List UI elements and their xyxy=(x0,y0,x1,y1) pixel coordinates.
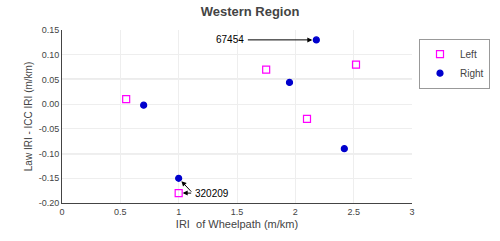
svg-text:Law IRI - ICC IRI (m/km): Law IRI - ICC IRI (m/km) xyxy=(23,62,34,171)
svg-text:3: 3 xyxy=(409,207,414,217)
svg-text:0.5: 0.5 xyxy=(114,207,127,217)
svg-text:320209: 320209 xyxy=(195,188,229,199)
svg-text:-0.10: -0.10 xyxy=(39,149,60,159)
svg-text:-0.20: -0.20 xyxy=(39,198,60,208)
svg-text:1: 1 xyxy=(176,207,181,217)
svg-text:Right: Right xyxy=(460,68,484,79)
svg-text:Left: Left xyxy=(460,49,477,60)
svg-text:2: 2 xyxy=(293,207,298,217)
svg-text:-0.15: -0.15 xyxy=(39,173,60,183)
svg-text:1.5: 1.5 xyxy=(231,207,244,217)
svg-text:2.5: 2.5 xyxy=(347,207,360,217)
svg-text:-0.05: -0.05 xyxy=(39,124,60,134)
svg-text:0.10: 0.10 xyxy=(42,50,60,60)
svg-text:0.15: 0.15 xyxy=(42,25,60,35)
svg-text:0.05: 0.05 xyxy=(42,75,60,85)
svg-text:67454: 67454 xyxy=(216,34,244,45)
svg-text:Western Region: Western Region xyxy=(201,4,300,19)
svg-text:IRI of Wheelpath (m/km): IRI of Wheelpath (m/km) xyxy=(176,218,298,230)
svg-text:0.00: 0.00 xyxy=(42,99,60,109)
svg-text:0: 0 xyxy=(59,207,64,217)
